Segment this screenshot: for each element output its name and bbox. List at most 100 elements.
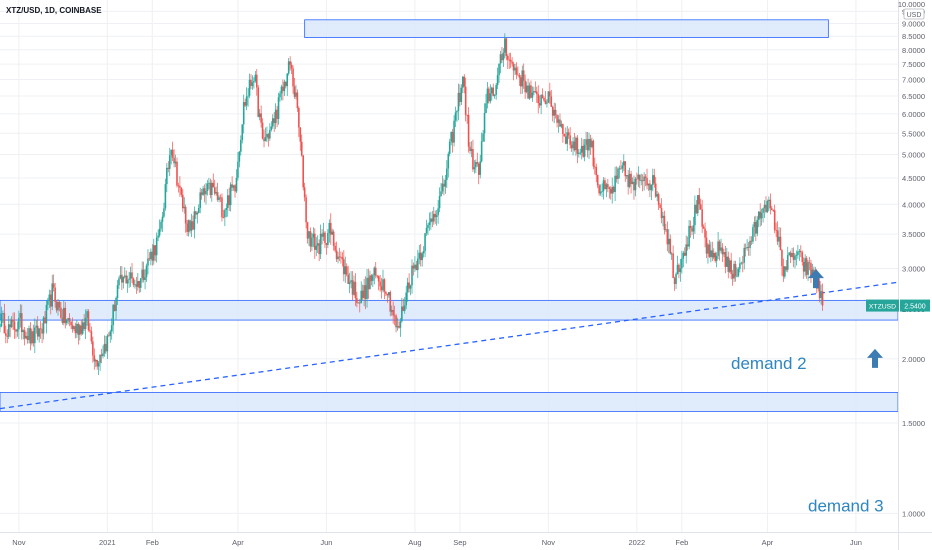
candle — [211, 180, 213, 202]
candle-body — [604, 180, 606, 190]
candle-body — [525, 85, 528, 93]
y-tick-label: 7.5000 — [902, 60, 925, 69]
candle-body — [627, 175, 629, 187]
candle-body — [647, 183, 650, 186]
candle — [109, 329, 112, 343]
candle-body — [154, 245, 157, 256]
candle — [682, 250, 685, 268]
candle — [715, 252, 718, 268]
candle — [720, 238, 722, 254]
candle-body — [350, 280, 352, 283]
candle — [7, 315, 10, 340]
candle — [501, 47, 503, 64]
candle — [727, 251, 730, 279]
candle-body — [589, 138, 592, 148]
candle — [566, 125, 569, 152]
candle — [785, 259, 788, 272]
candle — [508, 52, 511, 70]
candle-body — [646, 178, 648, 186]
candle — [168, 147, 171, 177]
candle-body — [205, 191, 207, 195]
candle — [131, 263, 133, 284]
candle — [403, 297, 406, 314]
candle-body — [74, 326, 77, 334]
candle-body — [312, 233, 315, 238]
candle-body — [636, 178, 638, 180]
candle — [305, 194, 307, 229]
candle — [743, 243, 746, 270]
candle — [695, 200, 698, 214]
candle — [129, 266, 132, 287]
candle — [810, 259, 812, 283]
candle — [286, 73, 289, 97]
candle-body — [676, 264, 679, 274]
candle-body — [49, 294, 52, 307]
candle — [589, 134, 592, 155]
candle-body — [464, 86, 467, 115]
candle-body — [759, 211, 761, 219]
candle — [789, 250, 792, 264]
candle — [654, 177, 657, 198]
candle-body — [554, 109, 557, 116]
candle — [405, 285, 408, 310]
candle-body — [434, 213, 437, 218]
candle — [446, 160, 448, 188]
candle-body — [768, 199, 770, 201]
candle — [289, 56, 291, 71]
candle — [54, 282, 56, 308]
candle-body — [476, 162, 479, 164]
candle-body — [331, 231, 334, 235]
y-tick-label: 4.5000 — [902, 174, 925, 183]
candle-body — [631, 181, 634, 185]
candle-body — [770, 208, 773, 211]
candle-body — [287, 61, 290, 74]
candle-body — [118, 278, 120, 286]
candle-body — [116, 285, 119, 299]
candle — [493, 94, 496, 99]
candle — [534, 81, 537, 94]
candle-body — [20, 313, 23, 333]
candle — [269, 123, 271, 141]
y-tick-label: 9.0000 — [902, 19, 925, 28]
y-tick-label: 4.0000 — [902, 200, 925, 209]
candle-body — [411, 265, 413, 286]
candle-body — [522, 70, 525, 81]
candle — [199, 187, 202, 214]
candle — [711, 241, 714, 262]
candle — [221, 193, 223, 222]
candle-body — [755, 221, 757, 234]
candle — [454, 106, 457, 128]
candle — [775, 222, 777, 238]
candle — [544, 91, 547, 105]
candle-body — [299, 127, 302, 142]
candle-body — [329, 222, 332, 235]
candle-body — [569, 135, 571, 145]
candle — [216, 182, 219, 202]
candle — [44, 311, 46, 324]
candle — [673, 276, 676, 291]
candle — [238, 150, 241, 168]
candle-body — [760, 212, 763, 219]
candle — [45, 300, 48, 334]
candle — [186, 219, 188, 237]
candle — [5, 325, 7, 344]
candle — [241, 124, 244, 144]
candle — [411, 259, 413, 294]
candle — [193, 206, 196, 239]
candle — [70, 321, 72, 330]
candle-body — [572, 141, 574, 149]
candle-body — [492, 87, 495, 96]
candle — [718, 239, 721, 261]
candle-body — [579, 152, 582, 154]
candle-body — [726, 256, 728, 267]
candle — [231, 176, 233, 192]
candle — [660, 198, 663, 224]
candle-body — [820, 291, 822, 299]
candle-body — [502, 52, 505, 61]
candle — [749, 236, 751, 256]
candle-body — [87, 311, 90, 331]
candle — [408, 273, 410, 293]
candle-body — [68, 318, 71, 322]
candle-body — [781, 250, 783, 267]
